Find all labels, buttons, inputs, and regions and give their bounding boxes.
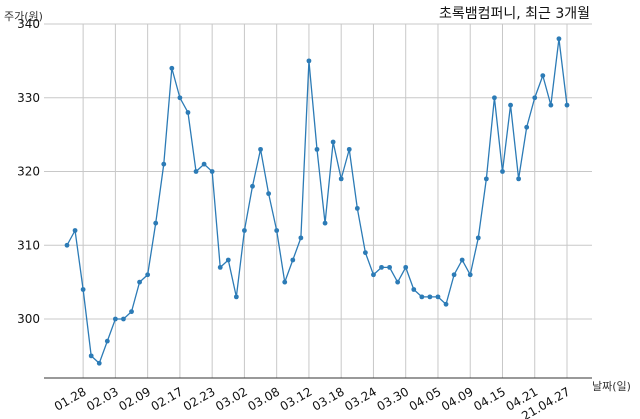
data-point — [483, 176, 489, 182]
data-point — [217, 264, 223, 270]
data-point — [475, 235, 481, 241]
data-point — [250, 183, 255, 189]
data-point — [435, 294, 441, 300]
data-point — [524, 124, 530, 130]
data-point — [419, 294, 425, 300]
x-axis-title: 날짜(일) — [592, 379, 631, 393]
data-point — [233, 294, 239, 300]
data-point — [379, 264, 384, 270]
data-point — [185, 110, 191, 115]
data-point — [427, 294, 433, 300]
data-point — [137, 279, 142, 285]
data-point — [64, 242, 70, 248]
data-point — [112, 316, 118, 322]
data-point — [80, 287, 86, 292]
y-tick-label: 340 — [17, 17, 40, 31]
data-point — [540, 73, 546, 79]
data-point — [556, 36, 562, 42]
data-point — [387, 264, 392, 270]
y-tick-label: 310 — [17, 238, 40, 252]
data-point — [492, 95, 497, 101]
y-tick-label: 330 — [17, 91, 40, 105]
data-point — [298, 235, 304, 241]
data-point — [129, 309, 134, 315]
data-point — [500, 169, 505, 174]
data-point — [548, 102, 554, 108]
data-point — [225, 257, 231, 263]
data-point — [354, 205, 360, 211]
data-point — [177, 95, 183, 101]
data-point — [145, 272, 151, 278]
data-point — [209, 169, 215, 174]
data-point — [169, 65, 175, 71]
data-point — [362, 250, 368, 256]
data-point — [467, 272, 473, 278]
data-point — [459, 257, 465, 263]
y-axis-title: 주가(원) — [4, 10, 43, 23]
data-point — [306, 58, 312, 64]
data-point — [282, 279, 288, 285]
data-point — [371, 272, 376, 278]
data-point — [451, 272, 457, 278]
data-point — [88, 353, 94, 359]
data-point — [258, 146, 263, 152]
y-tick-label: 320 — [17, 165, 40, 179]
data-point — [121, 316, 126, 322]
data-point — [72, 228, 78, 233]
data-point — [516, 176, 522, 182]
grid-lines — [44, 23, 592, 378]
data-point — [395, 279, 401, 285]
data-point — [403, 264, 409, 270]
y-tick-label: 300 — [17, 312, 40, 326]
data-point — [193, 169, 199, 174]
data-point — [338, 176, 344, 182]
data-point — [266, 191, 272, 197]
data-point — [153, 220, 159, 226]
data-point — [322, 220, 328, 226]
data-point — [508, 102, 513, 108]
data-point — [330, 139, 336, 145]
data-point — [161, 161, 167, 167]
data-point — [242, 228, 247, 233]
data-point — [346, 146, 352, 152]
data-point — [532, 95, 538, 101]
data-point — [201, 161, 207, 167]
data-point — [443, 301, 449, 307]
data-point — [314, 146, 320, 152]
data-point — [564, 102, 570, 108]
data-point — [290, 257, 296, 263]
data-point — [104, 338, 110, 344]
data-point — [411, 287, 417, 292]
data-point — [274, 228, 280, 233]
data-point — [96, 360, 102, 366]
y-axis-ticks: 300 310 320 330 340 — [17, 17, 40, 326]
series-points — [64, 36, 570, 366]
chart-title: 초록뱀컴퍼니, 최근 3개월 — [439, 6, 590, 22]
